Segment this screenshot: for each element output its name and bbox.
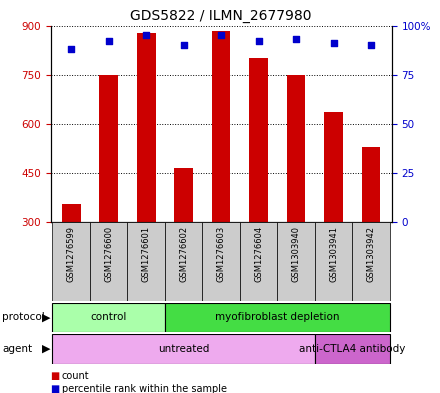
Point: [255, 38, 262, 44]
Bar: [315, 222, 352, 301]
Text: agent: agent: [2, 344, 32, 354]
Text: GSM1276604: GSM1276604: [254, 226, 263, 282]
Bar: [128, 222, 165, 301]
Bar: [287, 75, 305, 222]
Text: ▶: ▶: [42, 344, 51, 354]
Text: GSM1276601: GSM1276601: [142, 226, 150, 282]
Text: GSM1303942: GSM1303942: [367, 226, 375, 282]
Text: GSM1303941: GSM1303941: [329, 226, 338, 282]
Bar: [137, 33, 155, 222]
Bar: [174, 168, 193, 222]
Bar: [277, 222, 315, 301]
Text: myofibroblast depletion: myofibroblast depletion: [215, 312, 340, 322]
Text: percentile rank within the sample: percentile rank within the sample: [62, 384, 227, 393]
Text: GSM1303940: GSM1303940: [292, 226, 301, 282]
Bar: [324, 112, 343, 222]
Bar: [362, 147, 380, 222]
Point: [293, 36, 300, 42]
Text: GSM1276602: GSM1276602: [179, 226, 188, 282]
Point: [218, 32, 225, 39]
Bar: [99, 75, 118, 222]
Bar: [90, 222, 128, 301]
Point: [180, 42, 187, 48]
Text: GSM1276600: GSM1276600: [104, 226, 113, 282]
Text: control: control: [91, 312, 127, 322]
Point: [367, 42, 374, 48]
Text: protocol: protocol: [2, 312, 45, 322]
Text: ▶: ▶: [42, 312, 51, 322]
Point: [68, 46, 75, 52]
Bar: [249, 58, 268, 222]
Bar: [240, 222, 277, 301]
Bar: [52, 303, 165, 332]
Point: [330, 40, 337, 46]
Bar: [212, 31, 231, 222]
Point: [143, 32, 150, 39]
Title: GDS5822 / ILMN_2677980: GDS5822 / ILMN_2677980: [130, 9, 312, 23]
Text: anti-CTLA4 antibody: anti-CTLA4 antibody: [299, 344, 405, 354]
Text: count: count: [62, 371, 89, 381]
Text: untreated: untreated: [158, 344, 209, 354]
Bar: [315, 334, 390, 364]
Bar: [52, 222, 90, 301]
Text: ■: ■: [51, 371, 60, 381]
Bar: [202, 222, 240, 301]
Bar: [165, 222, 202, 301]
Bar: [52, 334, 315, 364]
Bar: [62, 204, 81, 222]
Point: [105, 38, 112, 44]
Text: GSM1276603: GSM1276603: [216, 226, 226, 282]
Text: ■: ■: [51, 384, 60, 393]
Bar: [165, 303, 390, 332]
Text: GSM1276599: GSM1276599: [67, 226, 76, 282]
Bar: [352, 222, 390, 301]
